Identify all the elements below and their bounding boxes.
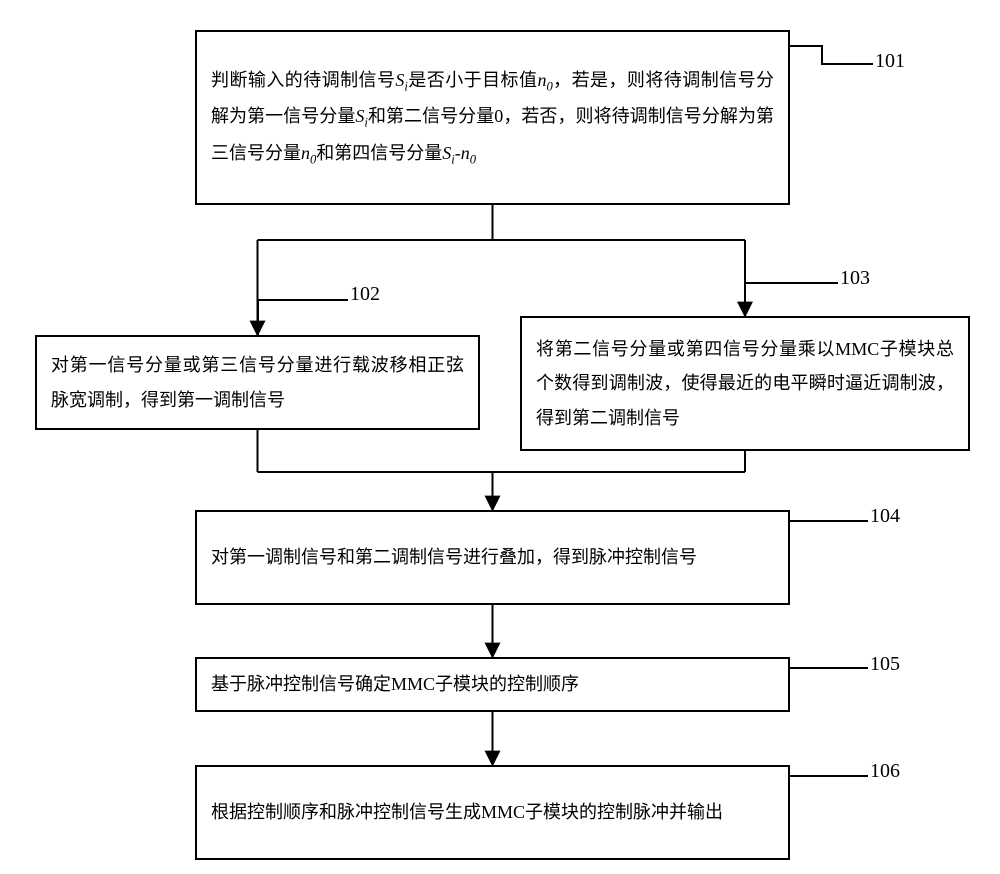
step-106-text: 根据控制顺序和脉冲控制信号生成MMC子模块的控制脉冲并输出 bbox=[211, 795, 774, 829]
step-101-text: 判断输入的待调制信号Si是否小于目标值n0，若是，则将待调制信号分解为第一信号分… bbox=[211, 63, 774, 173]
step-103-box: 将第二信号分量或第四信号分量乘以MMC子模块总个数得到调制波，使得最近的电平瞬时… bbox=[520, 316, 970, 451]
step-105-label: 105 bbox=[870, 653, 900, 676]
step-104-box: 对第一调制信号和第二调制信号进行叠加，得到脉冲控制信号 bbox=[195, 510, 790, 605]
step-102-box: 对第一信号分量或第三信号分量进行载波移相正弦脉宽调制，得到第一调制信号 bbox=[35, 335, 480, 430]
step-103-text: 将第二信号分量或第四信号分量乘以MMC子模块总个数得到调制波，使得最近的电平瞬时… bbox=[536, 332, 954, 435]
step-104-text: 对第一调制信号和第二调制信号进行叠加，得到脉冲控制信号 bbox=[211, 540, 774, 574]
flowchart-canvas: 判断输入的待调制信号Si是否小于目标值n0，若是，则将待调制信号分解为第一信号分… bbox=[0, 0, 1000, 874]
step-105-box: 基于脉冲控制信号确定MMC子模块的控制顺序 bbox=[195, 657, 790, 712]
step-101-box: 判断输入的待调制信号Si是否小于目标值n0，若是，则将待调制信号分解为第一信号分… bbox=[195, 30, 790, 205]
step-105-text: 基于脉冲控制信号确定MMC子模块的控制顺序 bbox=[211, 667, 774, 701]
step-106-label: 106 bbox=[870, 760, 900, 783]
step-103-label: 103 bbox=[840, 267, 870, 290]
step-102-label: 102 bbox=[350, 283, 380, 306]
step-102-text: 对第一信号分量或第三信号分量进行载波移相正弦脉宽调制，得到第一调制信号 bbox=[51, 348, 464, 416]
step-106-box: 根据控制顺序和脉冲控制信号生成MMC子模块的控制脉冲并输出 bbox=[195, 765, 790, 860]
step-101-label: 101 bbox=[875, 50, 905, 73]
step-104-label: 104 bbox=[870, 505, 900, 528]
